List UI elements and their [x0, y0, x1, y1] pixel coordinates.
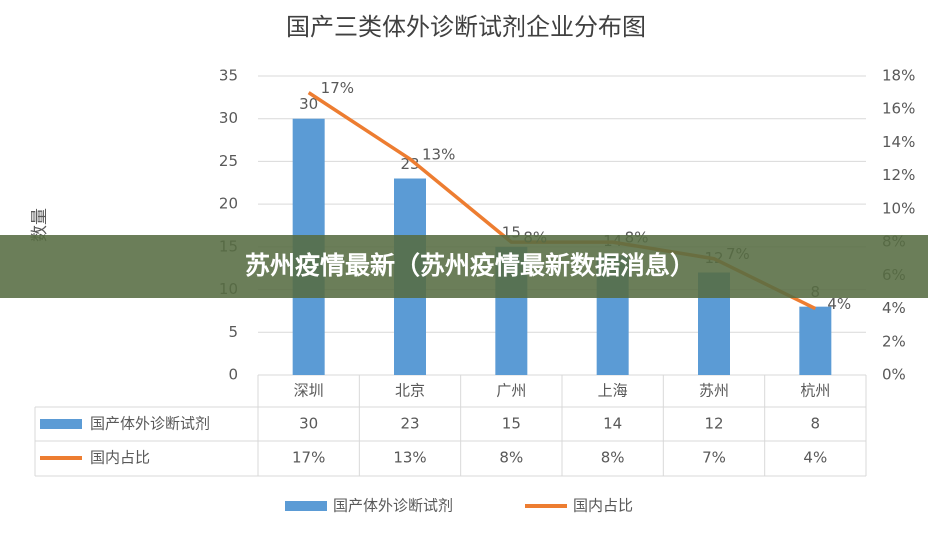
table-cell: 8 [811, 415, 821, 433]
y2-tick-label: 14% [882, 133, 915, 151]
x-tick-label: 上海 [598, 382, 628, 400]
bar-label: 23 [400, 155, 419, 173]
line-label: 13% [422, 146, 455, 164]
banner-text: 苏州疫情最新（苏州疫情最新数据消息） [245, 251, 695, 280]
y-tick-label: 35 [219, 67, 238, 85]
y-axis-label: 数量 [30, 208, 50, 242]
line-label: 17% [321, 79, 354, 97]
table-cell: 14 [603, 415, 622, 433]
table-row-header: 国内占比 [90, 449, 150, 467]
table-cell: 4% [803, 449, 827, 467]
table-cell: 13% [393, 449, 426, 467]
table-row-header: 国产体外诊断试剂 [90, 415, 210, 433]
bar-label: 30 [299, 95, 318, 113]
table-cell: 8% [499, 449, 523, 467]
table-cell: 15 [502, 415, 521, 433]
y-tick-label: 0 [228, 366, 238, 384]
y-tick-label: 5 [228, 323, 238, 341]
y2-tick-label: 10% [882, 199, 915, 217]
table-cell: 17% [292, 449, 325, 467]
x-tick-label: 杭州 [800, 382, 830, 400]
banner-bg [0, 235, 928, 298]
bar [799, 306, 832, 375]
table-cell: 8% [601, 449, 625, 467]
y2-tick-label: 2% [882, 332, 906, 350]
y2-tick-label: 4% [882, 299, 906, 317]
y-tick-label: 30 [219, 109, 238, 127]
y2-tick-label: 0% [882, 366, 906, 384]
legend-swatch [40, 419, 82, 429]
chart-title: 国产三类体外诊断试剂企业分布图 [286, 13, 646, 41]
x-tick-label: 深圳 [294, 382, 324, 400]
x-tick-label: 广州 [496, 382, 526, 400]
table-cell: 23 [400, 415, 419, 433]
y2-tick-label: 12% [882, 166, 915, 184]
x-tick-label: 北京 [395, 382, 425, 400]
legend-swatch [285, 501, 327, 511]
table-cell: 12 [704, 415, 723, 433]
x-tick-label: 苏州 [699, 382, 729, 400]
y2-tick-label: 18% [882, 67, 915, 85]
table-cell: 7% [702, 449, 726, 467]
table-cell: 30 [299, 415, 318, 433]
legend-label: 国内占比 [573, 497, 633, 515]
y-tick-label: 25 [219, 152, 238, 170]
line-label: 4% [827, 295, 851, 313]
y-tick-label: 20 [219, 195, 238, 213]
y2-tick-label: 16% [882, 100, 915, 118]
legend-label: 国产体外诊断试剂 [333, 497, 453, 515]
